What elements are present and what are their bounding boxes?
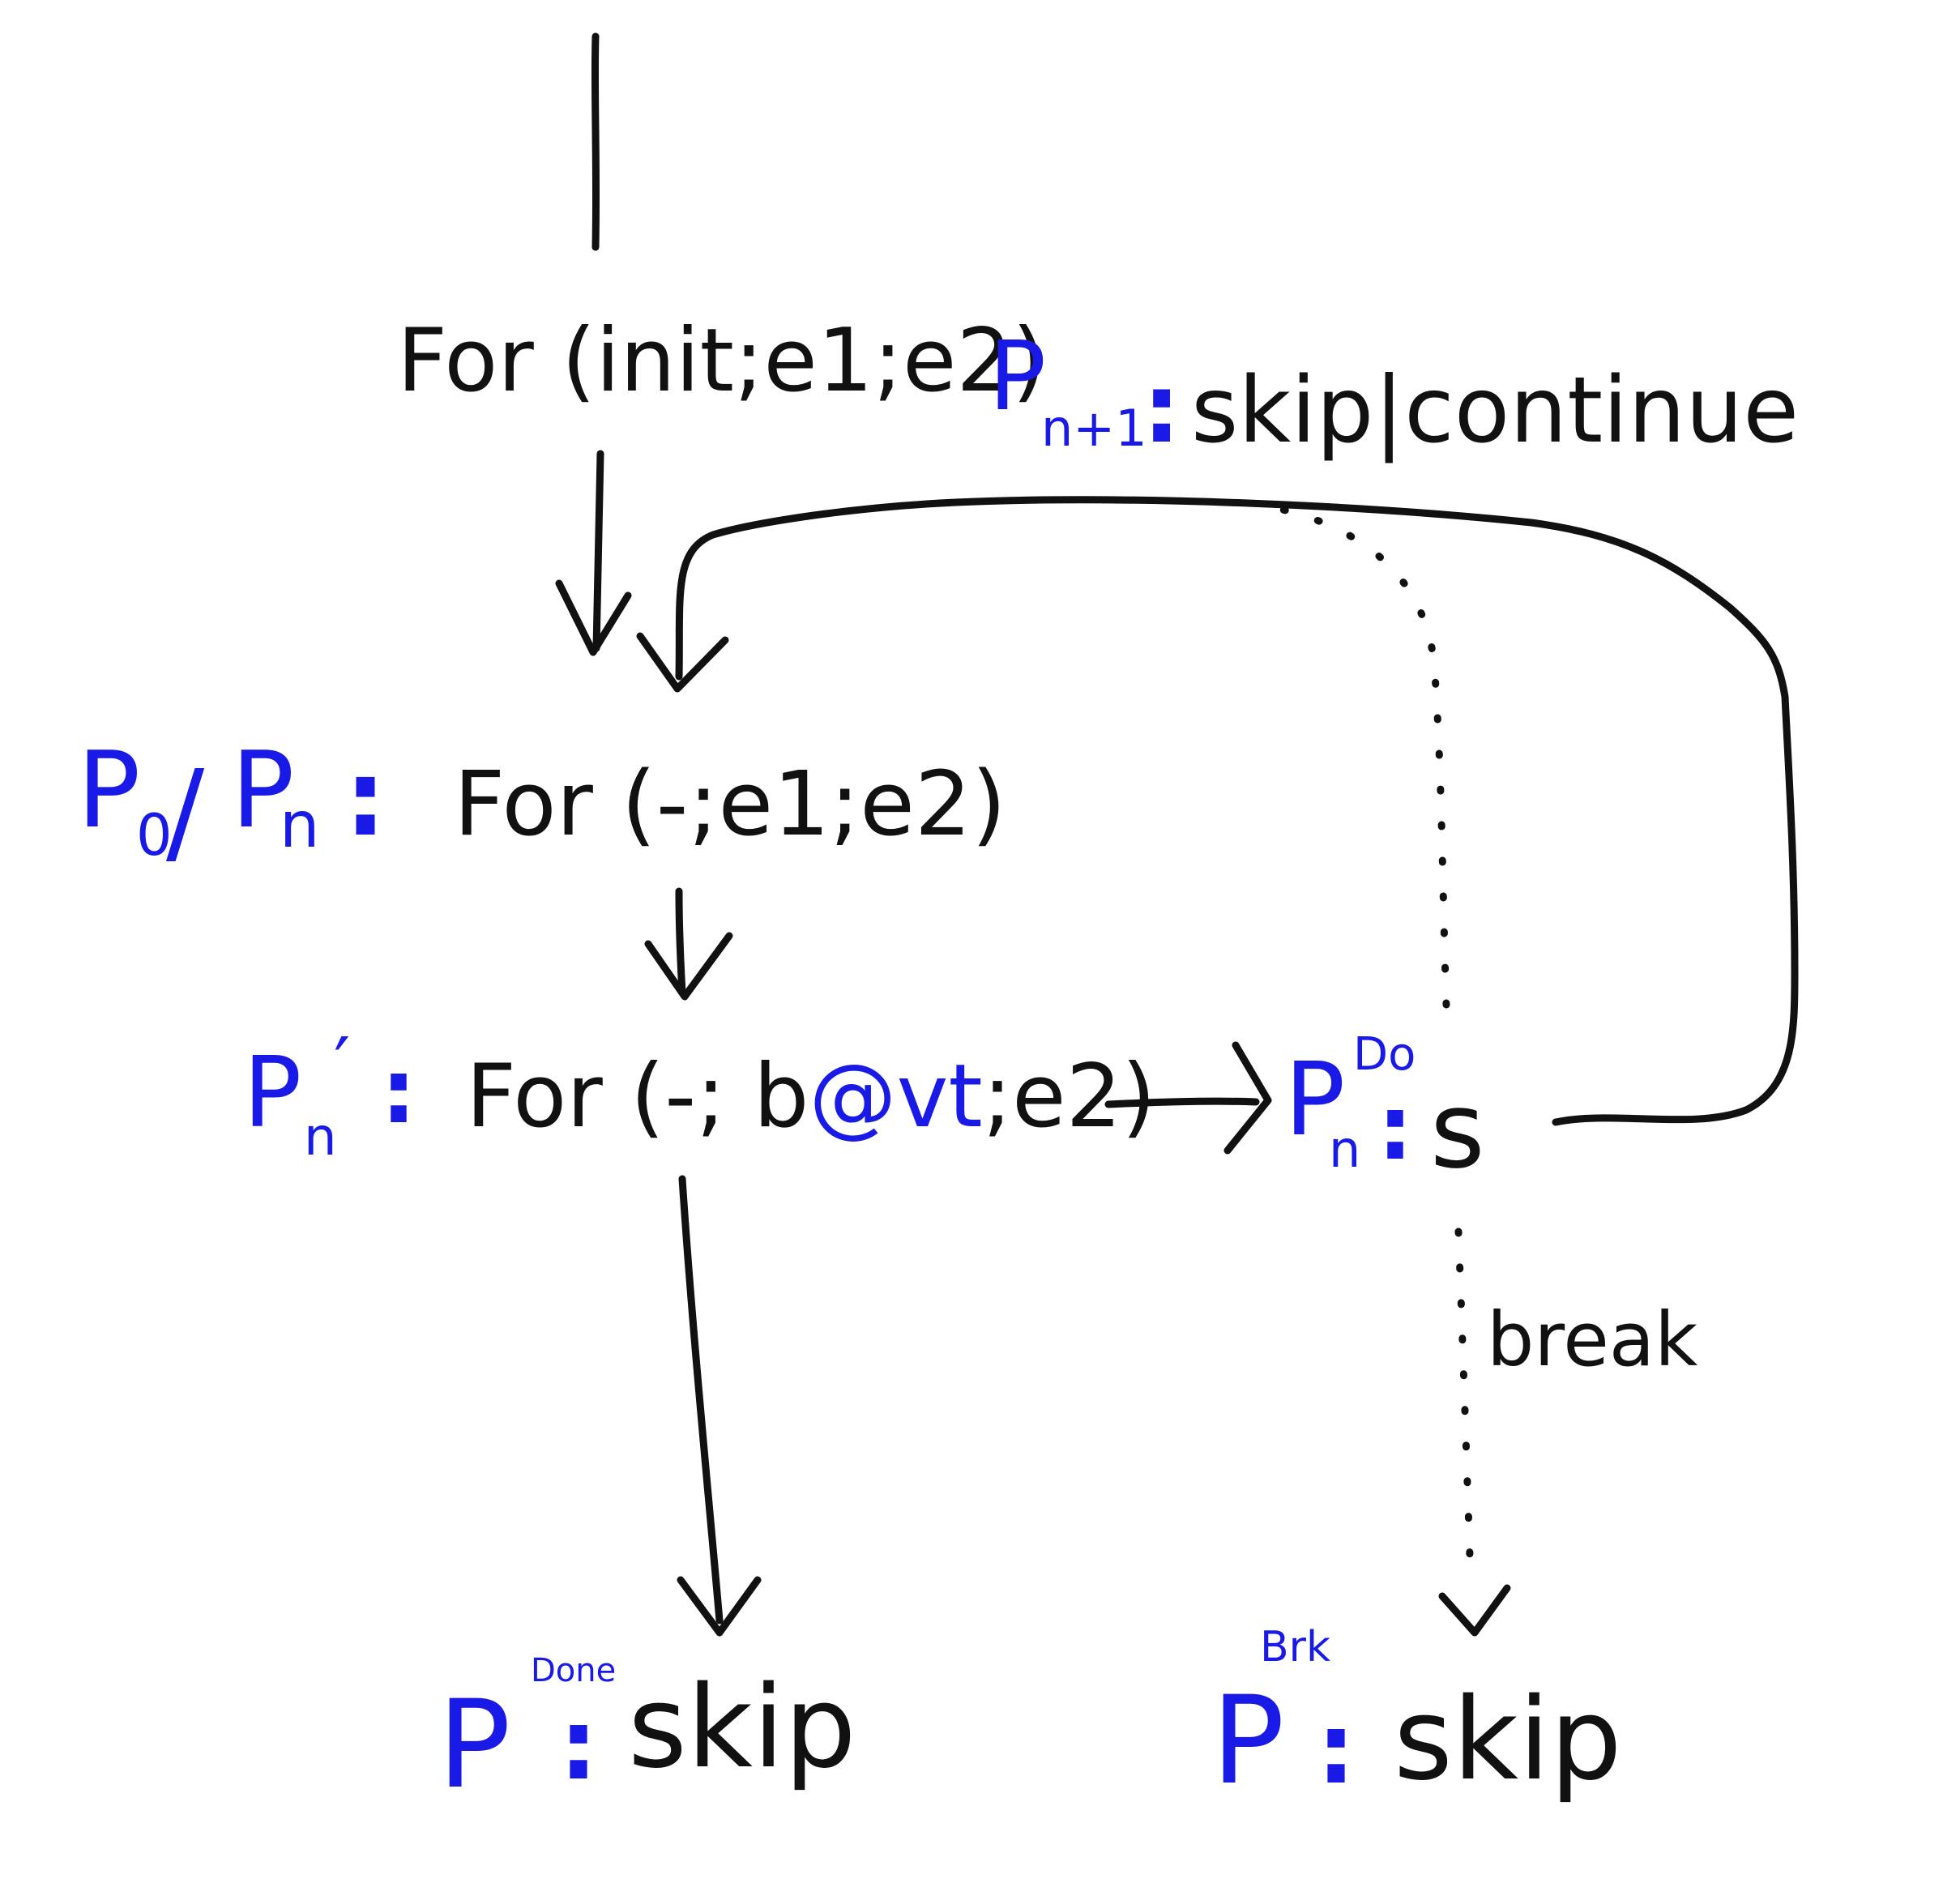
- brk-colon: :: [1317, 1693, 1356, 1806]
- entry-statement: For (init;e1;e2): [397, 310, 1046, 412]
- check-colon: :: [381, 1040, 416, 1143]
- loop-head-label-sub0: 0: [136, 802, 173, 869]
- done-statement: skip: [628, 1662, 856, 1794]
- done-node: P Done : skip: [438, 1652, 856, 1816]
- loop-head-statement: For (-;e1;e2): [454, 752, 1006, 856]
- check-statement-mark: @vt: [809, 1046, 982, 1147]
- check-statement-pre: For (-; b: [466, 1046, 809, 1147]
- next-iter-label-main: P: [989, 320, 1046, 432]
- brk-node: P Brk : skip: [1211, 1623, 1622, 1812]
- brk-label-sup: Brk: [1260, 1623, 1330, 1672]
- loop-head-colon: :: [344, 737, 386, 860]
- check-statement-post: ;e2): [983, 1046, 1156, 1147]
- edge-check-to-body-arrowhead: [1223, 1041, 1272, 1155]
- brk-label-main: P: [1211, 1671, 1284, 1812]
- edges: [555, 32, 1799, 1637]
- loop-head-node: P 0 / P n : For (-;e1;e2): [77, 728, 1006, 878]
- check-label-prime: ′: [334, 1023, 350, 1108]
- break-edge-label: break: [1487, 1296, 1698, 1383]
- next-iter-label-sub: n+1: [1041, 399, 1147, 458]
- body-label-main: P: [1284, 1041, 1345, 1159]
- edge-entry-in: [591, 32, 600, 251]
- loop-head-label-sep: /: [166, 746, 205, 878]
- edge-body-to-brk: [1454, 1228, 1475, 1584]
- done-label-main: P: [438, 1675, 510, 1816]
- check-node: P n ′ : For (-; b@vt;e2): [243, 1023, 1155, 1168]
- edge-loophead-to-check: [675, 887, 686, 997]
- loop-head-label-main2: P: [231, 728, 294, 852]
- body-colon: :: [1377, 1076, 1413, 1180]
- next-iter-statement: skip|continue: [1191, 358, 1799, 463]
- edge-body-to-nextiter: [1264, 502, 1450, 1009]
- body-statement: s: [1430, 1069, 1485, 1192]
- loop-head-label-sub: n: [280, 789, 319, 862]
- edge-entry-to-loophead-arrowhead: [555, 579, 632, 656]
- done-label-sup: Done: [531, 1652, 616, 1689]
- body-label-sup: Do: [1353, 1028, 1416, 1081]
- dotted-edges: [1264, 502, 1511, 1637]
- edge-check-to-done: [678, 1175, 724, 1625]
- done-colon: :: [559, 1689, 598, 1802]
- edge-loophead-to-check-arrowhead: [644, 932, 733, 1001]
- edge-entry-to-loophead: [592, 450, 604, 652]
- next-iter-colon: :: [1142, 352, 1181, 464]
- body-label-sub: n: [1329, 1120, 1360, 1179]
- check-label-sub: n: [304, 1108, 337, 1168]
- edge-body-to-brk-arrowhead: [1438, 1584, 1511, 1637]
- check-label-main: P: [243, 1037, 301, 1150]
- body-node: P n Do : s: [1284, 1028, 1485, 1192]
- brk-statement: skip: [1394, 1674, 1622, 1806]
- edge-loopback-arrowhead: [636, 632, 729, 693]
- edge-check-to-done-arrowhead: [677, 1576, 762, 1637]
- check-statement: For (-; b@vt;e2): [466, 1046, 1155, 1147]
- edge-check-to-body: [1104, 1097, 1260, 1108]
- loop-head-label-main: P: [77, 728, 140, 852]
- next-iter-node: P n+1 : skip|continue: [989, 320, 1799, 464]
- edge-loopback: [675, 496, 1799, 1126]
